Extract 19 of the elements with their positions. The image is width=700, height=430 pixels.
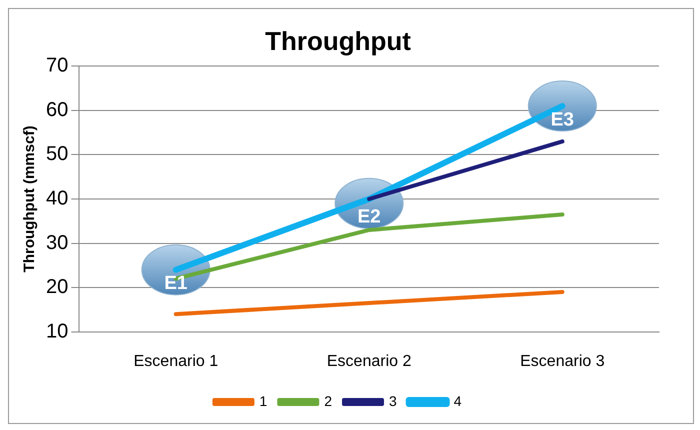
y-tick-label: 40 bbox=[46, 188, 68, 210]
legend-label: 2 bbox=[324, 392, 332, 409]
y-tick-label: 30 bbox=[46, 232, 68, 254]
y-tick-label: 50 bbox=[46, 143, 68, 166]
x-tick-label: Escenario 2 bbox=[326, 352, 412, 370]
y-tick-label: 10 bbox=[46, 320, 68, 342]
y-tick-label: 60 bbox=[46, 98, 68, 121]
x-tick-label: Escenario 1 bbox=[134, 352, 218, 370]
y-tick-label: 70 bbox=[46, 54, 68, 77]
chart-title: Throughput bbox=[265, 26, 412, 56]
legend-label: 1 bbox=[259, 392, 268, 409]
annotation: E3 bbox=[550, 109, 574, 130]
legend-label: 4 bbox=[454, 392, 462, 409]
annotation: E2 bbox=[358, 206, 381, 228]
x-tick-label: Escenario 3 bbox=[520, 352, 605, 370]
legend-label: 3 bbox=[389, 392, 397, 409]
annotation: E1 bbox=[164, 273, 188, 294]
y-axis-title: Throughput (mmscf) bbox=[21, 126, 38, 272]
y-tick-label: 20 bbox=[46, 276, 68, 298]
